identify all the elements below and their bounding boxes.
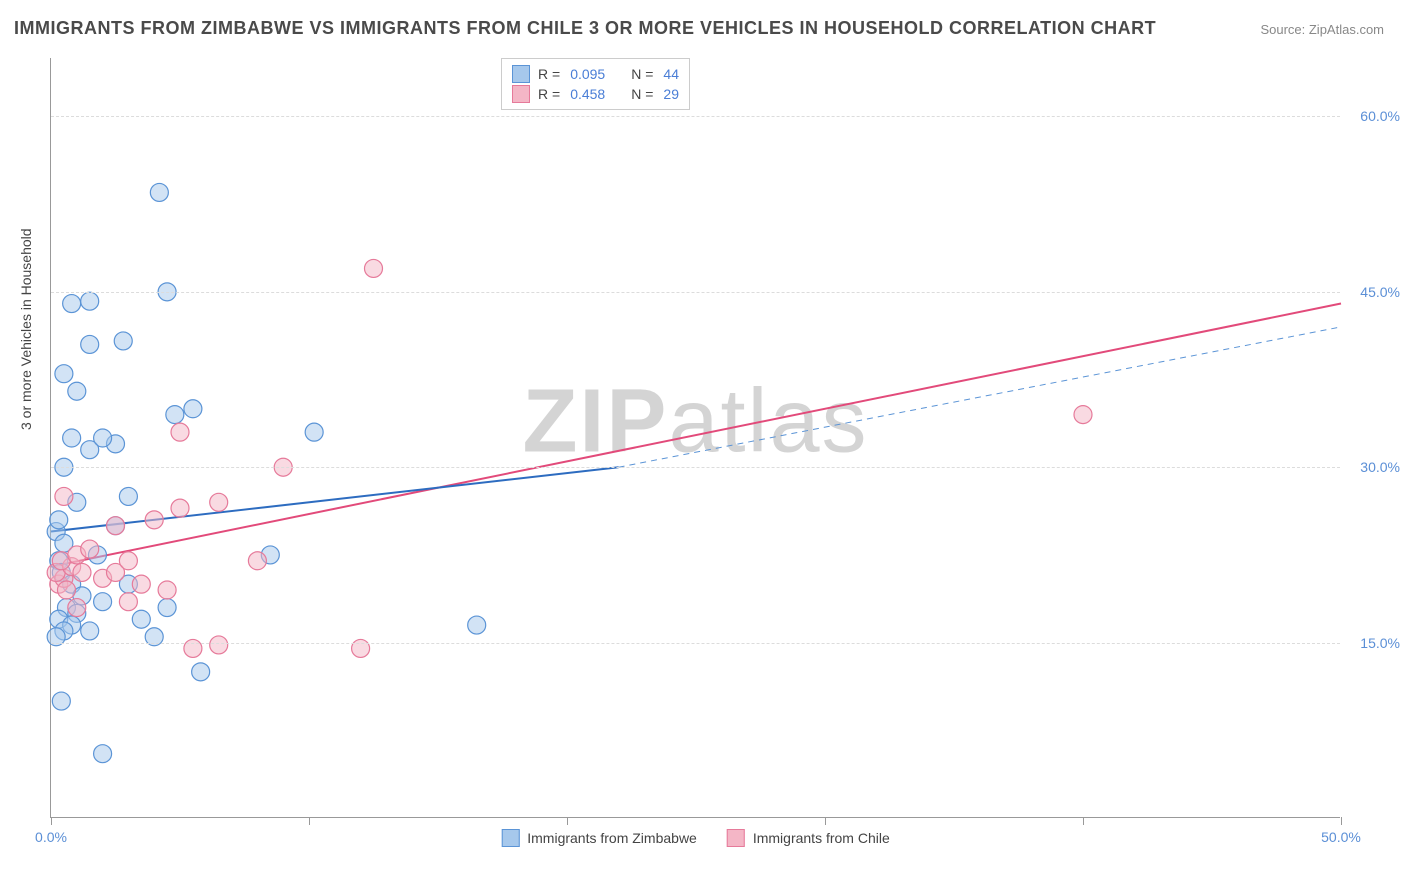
swatch-icon <box>727 829 745 847</box>
x-tick <box>567 817 568 825</box>
swatch-icon <box>512 65 530 83</box>
y-axis-label: 3 or more Vehicles in Household <box>18 228 34 430</box>
legend-item: Immigrants from Zimbabwe <box>501 829 697 847</box>
x-tick <box>309 817 310 825</box>
swatch-icon <box>512 85 530 103</box>
gridline <box>51 116 1340 117</box>
y-tick-label: 45.0% <box>1360 284 1400 300</box>
legend-bottom: Immigrants from Zimbabwe Immigrants from… <box>501 829 890 847</box>
x-tick <box>1341 817 1342 825</box>
x-tick <box>825 817 826 825</box>
gridline <box>51 467 1340 468</box>
x-tick-label: 0.0% <box>35 829 67 845</box>
swatch-icon <box>501 829 519 847</box>
source-label: Source: ZipAtlas.com <box>1260 22 1384 37</box>
legend-stats-box: R = 0.095 N = 44 R = 0.458 N = 29 <box>501 58 690 110</box>
plot-area: ZIPatlas R = 0.095 N = 44 R = 0.458 N = … <box>50 58 1340 818</box>
x-tick-label: 50.0% <box>1321 829 1361 845</box>
legend-stats-row: R = 0.095 N = 44 <box>512 65 679 83</box>
gridline <box>51 643 1340 644</box>
gridline <box>51 292 1340 293</box>
legend-item: Immigrants from Chile <box>727 829 890 847</box>
y-tick-label: 60.0% <box>1360 108 1400 124</box>
x-tick <box>1083 817 1084 825</box>
scatter-svg <box>51 58 1340 817</box>
x-tick <box>51 817 52 825</box>
y-tick-label: 30.0% <box>1360 459 1400 475</box>
chart-title: IMMIGRANTS FROM ZIMBABWE VS IMMIGRANTS F… <box>14 18 1156 39</box>
legend-stats-row: R = 0.458 N = 29 <box>512 85 679 103</box>
y-tick-label: 15.0% <box>1360 635 1400 651</box>
